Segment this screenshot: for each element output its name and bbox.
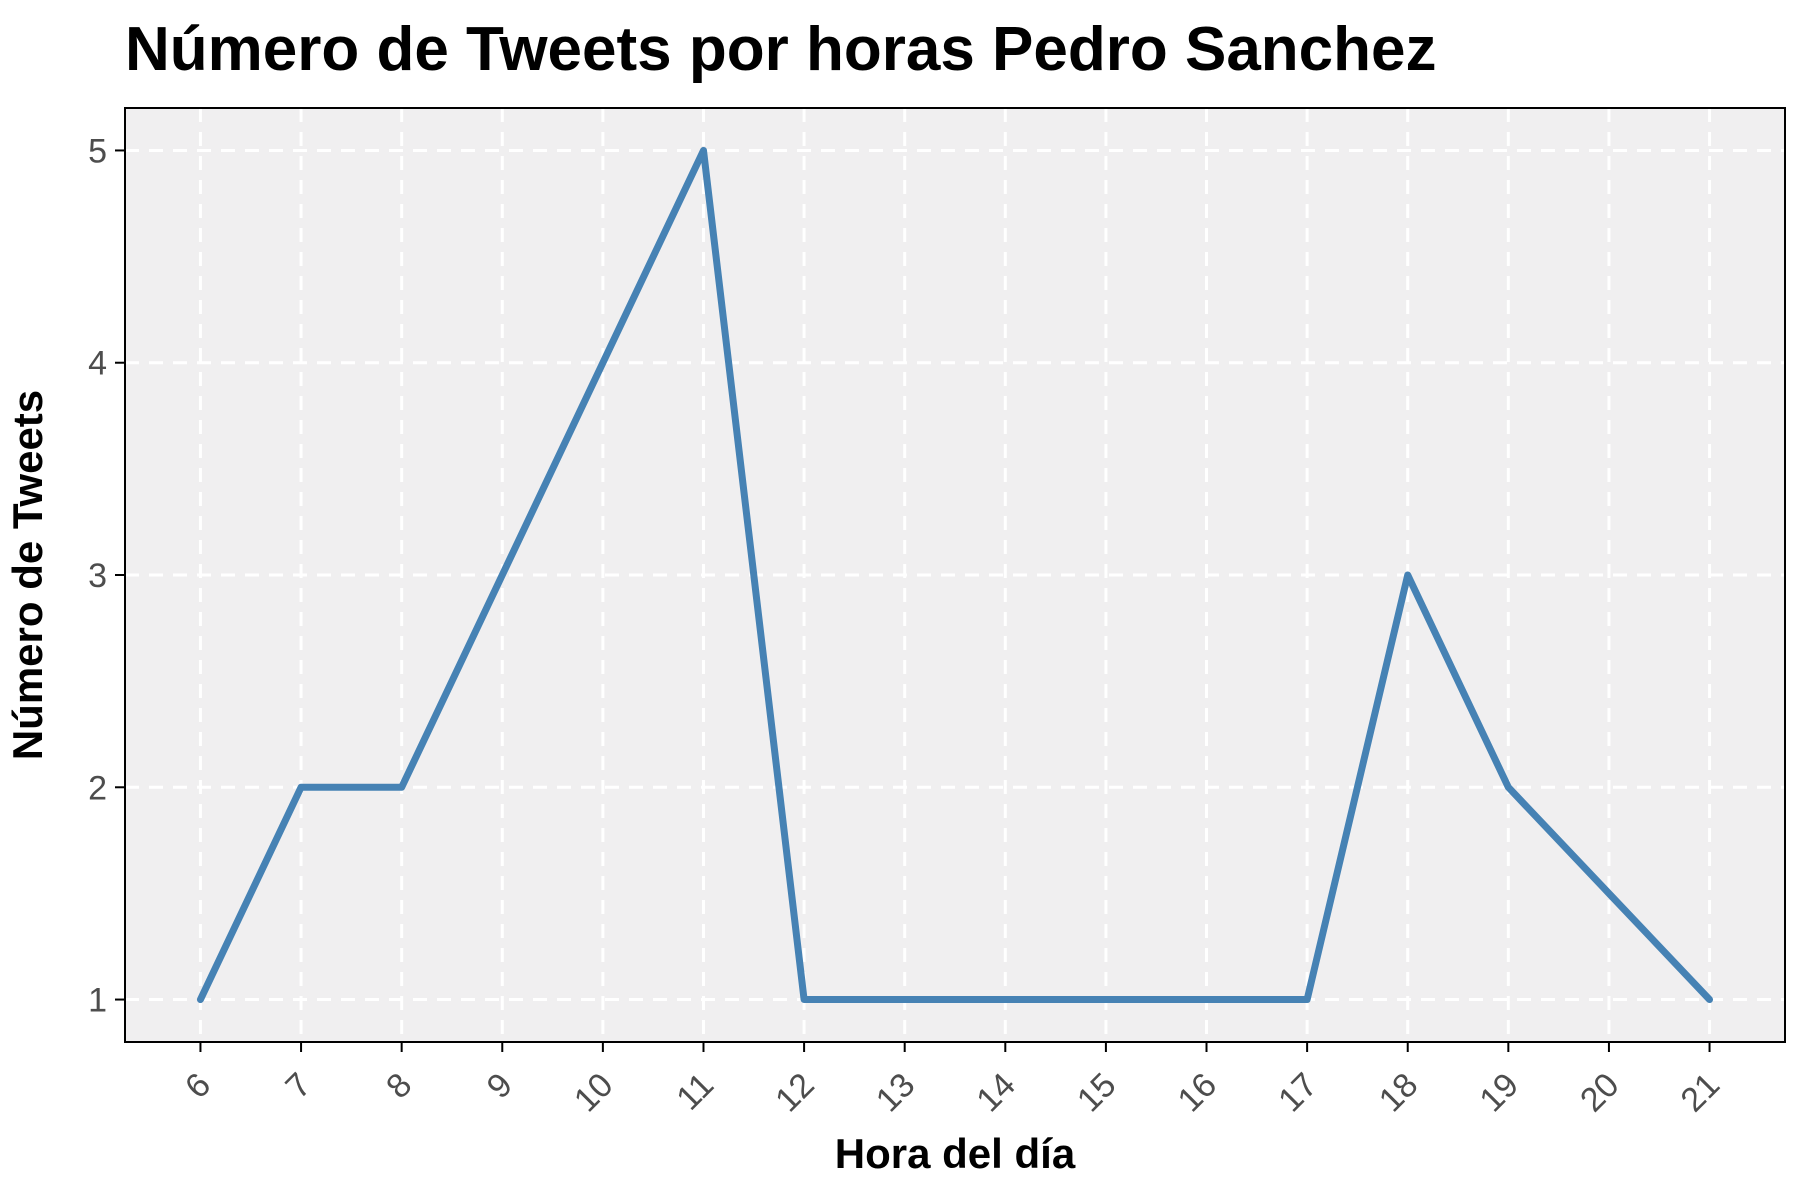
x-tick-label: 15 (1070, 1066, 1124, 1120)
y-tick-label: 4 (88, 345, 107, 383)
x-tick-label: 19 (1472, 1066, 1526, 1120)
x-tick-label: 9 (480, 1066, 520, 1106)
y-tick-label: 1 (88, 982, 107, 1020)
x-tick-label: 21 (1674, 1066, 1728, 1120)
x-tick-label: 17 (1271, 1066, 1325, 1120)
y-tick-label: 3 (88, 557, 107, 595)
x-tick-label: 13 (869, 1066, 923, 1120)
chart-title: Número de Tweets por horas Pedro Sanchez (125, 15, 1437, 84)
x-tick-label: 7 (278, 1066, 318, 1106)
x-tick-label: 6 (178, 1066, 218, 1106)
series-line (196, 146, 1714, 1004)
x-tick-label: 14 (969, 1066, 1023, 1120)
x-tick-label: 10 (567, 1066, 621, 1120)
x-axis: 6 7 8 9 10 11 12 13 14 15 16 17 18 19 20 21 (178, 1042, 1727, 1119)
y-axis-title: Número de Tweets (4, 390, 51, 760)
x-tick-label: 12 (768, 1066, 822, 1120)
grid-lines (125, 108, 1785, 1042)
y-tick-label: 5 (88, 132, 107, 170)
x-tick-label: 20 (1573, 1066, 1627, 1120)
y-axis: 1 2 3 4 5 (88, 132, 125, 1020)
y-tick-label: 2 (88, 769, 107, 807)
x-tick-label: 18 (1372, 1066, 1426, 1120)
x-tick-label: 8 (379, 1066, 419, 1106)
x-axis-title: Hora del día (835, 1130, 1076, 1177)
series-group (196, 146, 1714, 1004)
x-tick-label: 11 (669, 1066, 721, 1118)
x-tick-label: 16 (1171, 1066, 1225, 1120)
